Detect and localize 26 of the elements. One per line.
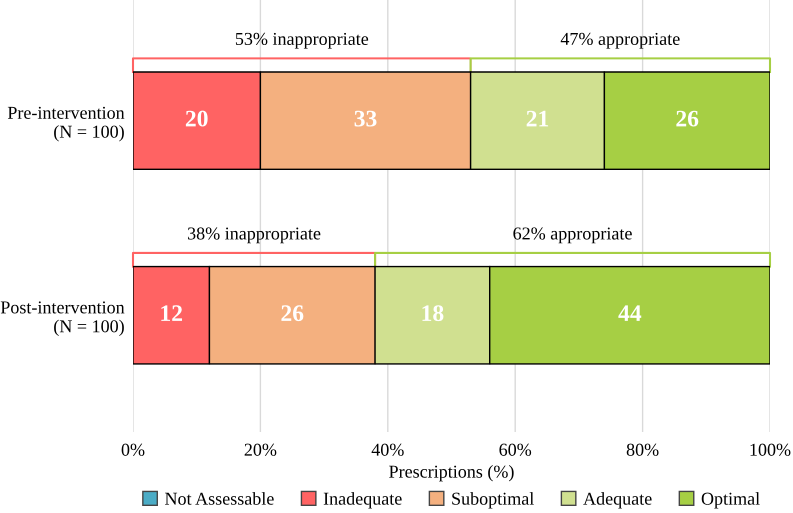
data-label: 21 (526, 110, 548, 126)
annotation: 38% inappropriate (188, 227, 320, 244)
annotation: 53% inappropriate (236, 32, 368, 49)
x-tick-label: 20% (244, 444, 276, 456)
data-label: 44 (618, 305, 642, 321)
legend-label: Adequate (583, 492, 652, 508)
x-tick-label: 60% (499, 444, 532, 456)
data-label: 12 (161, 305, 182, 321)
x-tick-label: 40% (372, 444, 404, 456)
x-tick-label: 80% (626, 444, 659, 456)
x-tick-label: 100% (750, 444, 790, 456)
data-label: 18 (422, 305, 444, 322)
data-label: 33 (354, 110, 377, 127)
legend-label: Not Assessable (165, 492, 274, 505)
data-label: 26 (676, 110, 698, 127)
y-tick-label: Post-intervention (N = 100) (0, 301, 124, 336)
annotation: 62% appropriate (513, 227, 632, 244)
legend-label: Inadequate (324, 492, 402, 508)
data-label: 20 (186, 110, 208, 127)
annotation: 47% appropriate (560, 32, 680, 49)
data-label: 26 (281, 305, 304, 322)
x-axis-title: Prescriptions (%) (389, 465, 514, 482)
y-tick-label: Pre-intervention (N = 100) (8, 106, 124, 142)
x-tick-label: 0% (122, 444, 144, 456)
legend-label: Optimal (702, 492, 760, 508)
legend-label: Suboptimal (452, 492, 534, 508)
